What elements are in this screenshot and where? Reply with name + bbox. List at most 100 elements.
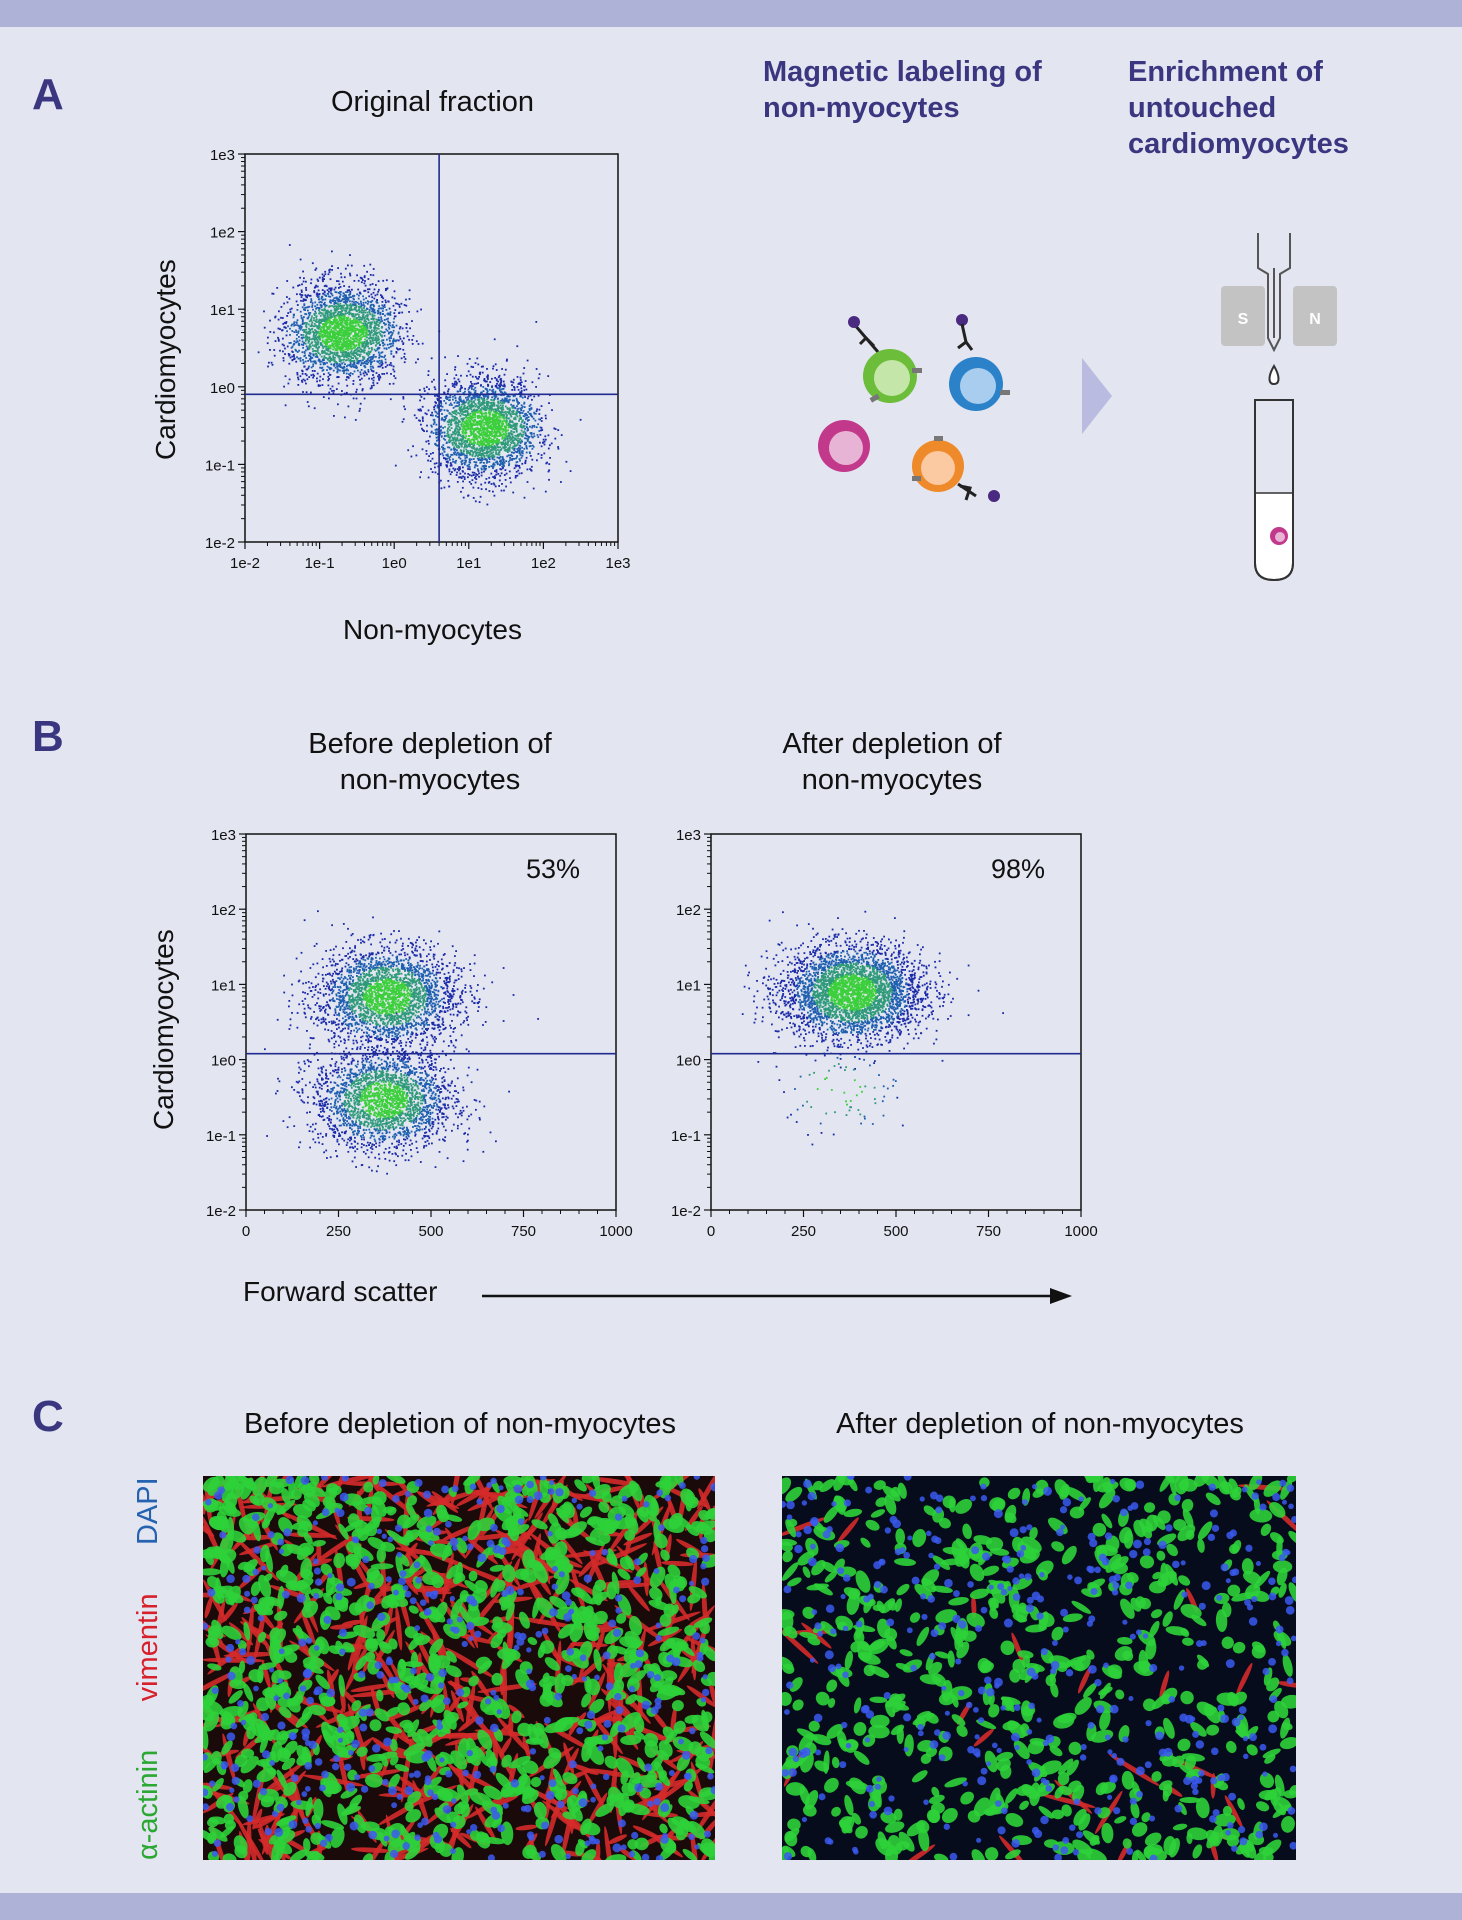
scatter-point <box>343 340 346 343</box>
scatter-point <box>376 342 379 345</box>
scatter-point <box>505 446 507 448</box>
scatter-point <box>328 391 331 394</box>
scatter-point <box>300 327 303 329</box>
scatter-point <box>507 460 510 463</box>
scatter-point <box>505 448 508 451</box>
scatter-point <box>354 329 357 332</box>
scatter-point <box>473 461 476 463</box>
scatter-point <box>354 345 357 347</box>
scatter-point <box>322 347 325 349</box>
scatter-point <box>454 451 457 454</box>
scatter-point <box>495 395 498 397</box>
scatter-point <box>309 312 312 314</box>
scatter-point <box>518 414 521 417</box>
scatter-point <box>370 368 372 371</box>
scatter-point <box>312 365 314 368</box>
scatter-point <box>352 380 355 382</box>
scatter-point <box>505 485 507 488</box>
scatter-point <box>524 414 527 416</box>
scatter-point <box>357 361 360 364</box>
scatter-point <box>333 415 335 417</box>
scatter-point <box>483 407 485 410</box>
scatter-point <box>454 461 457 464</box>
scatter-point <box>319 363 322 366</box>
scatter-point <box>469 425 472 428</box>
scatter-point <box>480 453 483 455</box>
scatter-point <box>466 426 469 429</box>
scatter-point <box>475 454 478 456</box>
scatter-point <box>524 427 526 430</box>
scatter-point <box>344 333 346 336</box>
scatter-point <box>376 320 378 323</box>
scatter-point <box>486 398 489 400</box>
scatter-point <box>373 348 376 351</box>
scatter-point <box>411 320 413 322</box>
scatter-point <box>346 368 348 371</box>
scatter-point <box>346 348 348 351</box>
scatter-point <box>516 412 518 415</box>
scatter-point <box>312 334 315 337</box>
scatter-point <box>357 309 360 312</box>
scatter-point <box>362 327 365 329</box>
scatter-point <box>342 354 345 356</box>
scatter-point <box>386 364 389 367</box>
scatter-point <box>466 362 469 365</box>
scatter-point <box>336 302 339 305</box>
scatter-point <box>452 395 454 398</box>
scatter-point <box>467 398 470 400</box>
scatter-point <box>470 365 473 368</box>
scatter-point <box>450 433 453 436</box>
scatter-point <box>308 358 311 360</box>
scatter-point <box>418 389 421 391</box>
scatter-point <box>303 329 305 332</box>
scatter-point <box>516 464 518 467</box>
scatter-point <box>532 487 535 490</box>
scatter-point <box>565 460 568 463</box>
scatter-point <box>305 295 308 298</box>
scatter-point <box>354 335 357 338</box>
scatter-point <box>320 335 322 338</box>
scatter-point <box>287 312 290 314</box>
scatter-point <box>480 461 483 464</box>
scatter-point <box>481 459 484 461</box>
scatter-point <box>442 437 445 440</box>
scatter-point <box>462 475 464 478</box>
scatter-point <box>521 421 523 423</box>
scatter-point <box>505 359 508 362</box>
scatter-point <box>314 305 316 308</box>
scatter-point <box>512 411 514 414</box>
scatter-point <box>465 406 468 409</box>
scatter-point <box>459 390 462 392</box>
scatter-point <box>430 431 433 434</box>
scatter-point <box>482 430 485 432</box>
scatter-point <box>470 404 472 407</box>
scatter-point <box>507 454 510 457</box>
scatter-point <box>440 408 442 411</box>
scatter-point <box>343 326 345 328</box>
scatter-point <box>333 363 336 365</box>
scatter-point <box>450 435 453 438</box>
scatter-point <box>369 387 372 390</box>
scatter-point <box>349 290 352 293</box>
scatter-point <box>317 289 320 292</box>
scatter-point <box>511 433 514 436</box>
scatter-point <box>306 338 308 341</box>
scatter-point <box>502 408 505 411</box>
scatter-point <box>487 417 490 419</box>
scatter-point <box>311 357 314 359</box>
scatter-point <box>340 307 343 310</box>
scatter-point <box>482 442 485 445</box>
scatter-point <box>338 296 341 299</box>
scatter-point <box>474 375 477 378</box>
scatter-point <box>328 321 331 324</box>
scatter-point <box>337 267 339 269</box>
scatter-point <box>549 457 551 459</box>
scatter-point <box>474 389 477 392</box>
scatter-point <box>321 278 324 281</box>
scatter-point <box>359 292 361 294</box>
scatter-point <box>291 355 294 358</box>
scatter-point <box>298 284 301 286</box>
scatter-point <box>319 330 322 332</box>
scatter-point <box>401 311 404 314</box>
scatter-point <box>339 291 341 293</box>
